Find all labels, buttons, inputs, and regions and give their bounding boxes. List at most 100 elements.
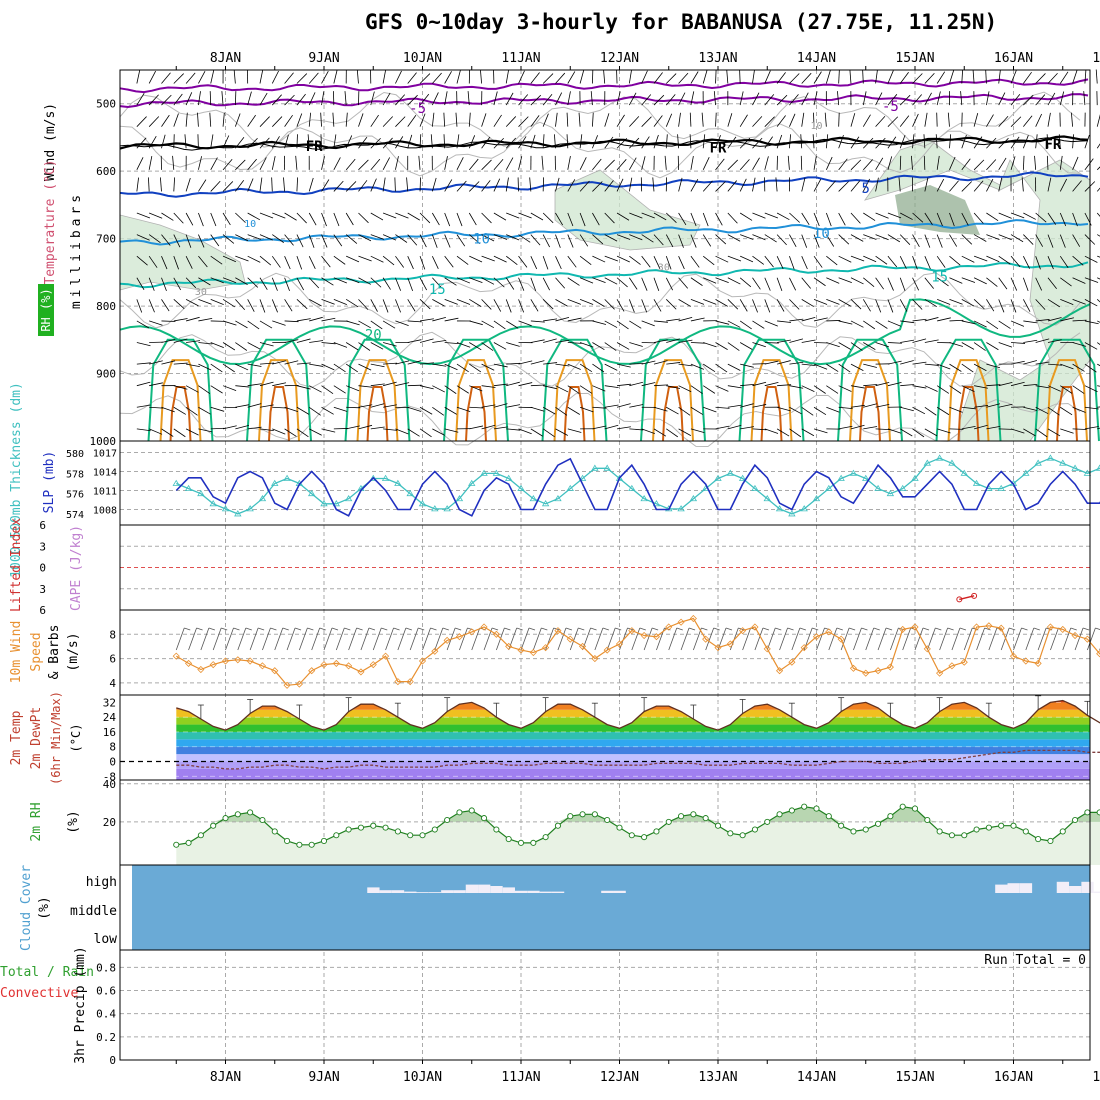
wind-barb — [702, 180, 713, 192]
wind-barb — [1010, 136, 1020, 149]
wind-barb — [579, 134, 583, 149]
thickness-point — [628, 484, 636, 491]
wind-speed-point — [1083, 635, 1091, 643]
wind-barb — [703, 342, 717, 348]
wind-barb — [382, 234, 397, 241]
wind-barb — [136, 362, 151, 365]
wind-barb — [505, 157, 514, 171]
wind-barb — [974, 385, 988, 389]
wind-barb — [937, 428, 951, 434]
wind-barb — [198, 179, 207, 192]
wind-barb — [986, 178, 994, 192]
wind-barb — [1060, 317, 1075, 322]
thickness-point — [1034, 459, 1042, 466]
wind-barb — [875, 403, 890, 408]
wind-barb — [592, 299, 605, 307]
wind-barb — [801, 212, 810, 226]
wind-barb — [850, 113, 856, 127]
surface-wind-barb — [1037, 627, 1047, 651]
wind-barb — [776, 115, 786, 127]
wind-barb — [910, 155, 913, 170]
thickness-point — [418, 500, 427, 507]
wind-barb — [838, 406, 853, 409]
wind-speed-point — [184, 659, 193, 667]
wind-barb — [764, 428, 779, 434]
rh-point — [517, 839, 525, 846]
wind-barb — [653, 406, 668, 412]
wind-speed-point — [492, 630, 500, 638]
wind-barb — [567, 234, 574, 248]
wind-barb — [1010, 234, 1024, 243]
chart-title: GFS 0~10day 3-hourly for BABANUSA (27.75… — [365, 10, 998, 34]
wind-barb — [184, 134, 187, 149]
thickness-point — [578, 474, 587, 481]
wind-barb — [961, 277, 976, 283]
wind-barb — [148, 255, 158, 268]
wind-barb — [419, 428, 432, 438]
surface-wind-barb — [1000, 627, 1010, 651]
wind-barb — [924, 212, 933, 225]
surface-wind-barb — [951, 627, 961, 651]
wind-barb — [493, 342, 507, 350]
surface-wind-barb-flag — [516, 627, 523, 631]
high-cloud-bar — [453, 890, 466, 893]
temperature-line — [176, 699, 1100, 731]
date-label-bottom: 9JAN — [308, 1070, 339, 1085]
wind-barb — [518, 360, 533, 365]
wind-barb — [666, 299, 677, 310]
wind-barb — [259, 342, 274, 347]
wind-barb — [542, 73, 554, 84]
wind-barb — [752, 404, 767, 408]
wind-barb — [209, 91, 212, 106]
surface-wind-barb-flag — [565, 627, 573, 631]
wind-barb — [505, 299, 512, 313]
wind-barb — [1035, 234, 1044, 247]
wind-barb — [1023, 320, 1038, 324]
rh-point — [468, 807, 475, 814]
surface-wind-barb — [372, 627, 382, 651]
date-label-top: 14JAN — [797, 51, 836, 66]
wind-barb — [801, 177, 806, 192]
wind-barb — [592, 234, 604, 245]
wind-barb — [604, 277, 618, 285]
slp-tick-label: 1008 — [93, 506, 117, 517]
wind-barb — [518, 156, 523, 170]
contour-label: 10 — [244, 219, 256, 230]
surface-wind-barb-flag — [651, 627, 659, 631]
thickness-point — [738, 474, 747, 481]
wind-barb — [850, 255, 865, 262]
wind-speed-point — [480, 623, 488, 631]
wind-barb — [321, 428, 336, 433]
surface-wind-barb — [1086, 627, 1096, 651]
wind-barb — [678, 92, 686, 106]
wind-barb — [555, 385, 569, 393]
thickness-point — [1046, 454, 1055, 461]
wind-barb — [407, 339, 422, 343]
wind-barb — [136, 428, 151, 432]
wind-barb — [690, 298, 705, 305]
wind-barb — [432, 363, 447, 367]
wind-barb — [702, 69, 708, 84]
wind-barb — [862, 114, 871, 127]
wind-barb — [702, 255, 715, 266]
wind-speed-point — [221, 657, 230, 665]
wind-barb — [592, 363, 605, 373]
wind-barb — [235, 136, 245, 149]
wind-barb — [653, 256, 661, 270]
wind-barb — [998, 234, 1012, 241]
wind-barb — [530, 339, 545, 343]
surface-wind-barb-flag — [196, 627, 203, 631]
wind-barb — [924, 363, 939, 366]
high-cloud-bar — [404, 891, 417, 893]
wind-barb — [235, 320, 248, 329]
contour-label: 30 — [195, 287, 207, 298]
wind-barb — [752, 320, 765, 329]
isotherm-30-cell — [859, 386, 881, 442]
wind-barb — [579, 277, 594, 284]
rh2m-axis-label: 2m RH — [29, 802, 44, 841]
wind-barb — [210, 134, 214, 149]
wind-barb — [665, 94, 676, 106]
wind-barb — [653, 428, 667, 437]
wind-barb — [136, 277, 145, 290]
wind-barb — [235, 363, 249, 371]
